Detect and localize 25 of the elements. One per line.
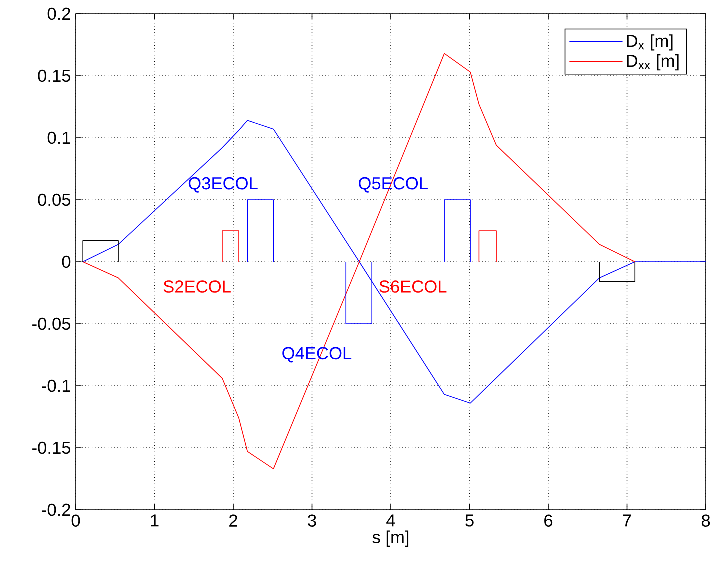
y-tick-label: -0.2 bbox=[42, 504, 70, 516]
x-tick-label: 5 bbox=[466, 514, 474, 527]
y-tick-label: -0.15 bbox=[32, 442, 71, 454]
x-tick-label: 6 bbox=[544, 514, 553, 527]
x-tick-label: 0 bbox=[72, 514, 80, 527]
line-series bbox=[82, 120, 706, 404]
y-tick-label: 0.1 bbox=[48, 132, 70, 144]
x-axis-title: s [m] bbox=[372, 530, 409, 547]
y-tick-label: 0 bbox=[62, 256, 71, 268]
y-tick-label: 0.2 bbox=[48, 8, 70, 20]
y-tick-label: 0.05 bbox=[38, 194, 71, 206]
x-tick-label: 3 bbox=[308, 514, 316, 527]
x-tick-label: 4 bbox=[386, 514, 396, 527]
x-tick-label: 7 bbox=[623, 514, 632, 527]
x-tick-label: 1 bbox=[151, 514, 159, 527]
y-tick-label: -0.05 bbox=[32, 318, 71, 330]
y-tick-label: -0.1 bbox=[42, 380, 70, 392]
annotation: S2ECOL bbox=[164, 280, 231, 293]
x-tick-label: 8 bbox=[702, 514, 710, 527]
legend-label: D$_{x}$ [m] bbox=[627, 34, 673, 51]
y-tick-label: 0.15 bbox=[38, 70, 71, 82]
annotation: S6ECOL bbox=[380, 280, 447, 293]
legend-label: D$_{xx}$ [m] bbox=[627, 54, 679, 71]
annotation: Q3ECOL bbox=[188, 177, 258, 193]
x-tick-label: 2 bbox=[230, 514, 238, 527]
